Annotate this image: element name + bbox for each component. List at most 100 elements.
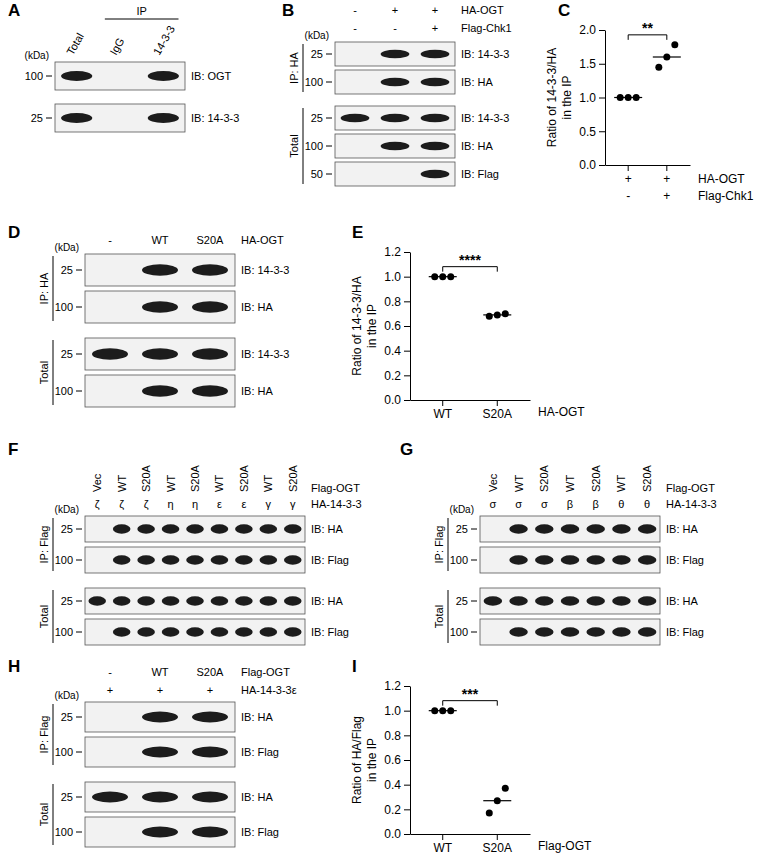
marker-tick — [76, 560, 82, 561]
ib-label: IB: HA — [241, 301, 273, 313]
marker-tick — [76, 717, 82, 718]
ib-label: IB: Flag — [461, 168, 499, 180]
blot-panel: FVecWTS20AWTS20AWTS20AWTS20AFlag-OGTζζζη… — [8, 440, 362, 645]
section-bracket — [448, 518, 449, 571]
tick-mark — [404, 301, 410, 302]
band — [186, 627, 204, 636]
band — [421, 170, 450, 179]
marker-tick — [76, 307, 82, 308]
blot-frame — [480, 588, 660, 614]
lane-label: S20A — [197, 234, 225, 246]
panel-label: A — [8, 1, 20, 20]
marker-label: 100 — [55, 554, 73, 566]
tick-label: 1.0 — [384, 704, 401, 718]
marker-tick — [471, 601, 477, 602]
section-bracket — [303, 44, 304, 92]
lane-label: θ — [644, 498, 650, 510]
band — [92, 348, 128, 360]
y-tick: 0.8 — [384, 729, 410, 743]
lane-label: + — [392, 4, 398, 16]
tick-label: 0.6 — [384, 319, 401, 333]
blot-frame — [85, 737, 235, 767]
tick-label: 1.5 — [579, 57, 596, 71]
axis-title: in the IP — [365, 304, 379, 348]
lane-label: - — [353, 4, 357, 16]
band — [535, 596, 554, 605]
blot-frame — [85, 375, 235, 407]
lane-label: - — [108, 234, 112, 246]
ib-label: IB: HA — [311, 523, 343, 535]
lane-label: + — [432, 22, 438, 34]
band — [561, 627, 580, 636]
blot-frame — [335, 70, 455, 94]
band — [186, 524, 204, 533]
y-tick: 0.6 — [384, 319, 410, 333]
plot-marks — [429, 273, 512, 319]
band — [421, 78, 450, 87]
lane-label: S20A — [140, 464, 152, 492]
tick-mark — [404, 809, 410, 810]
band — [638, 627, 657, 636]
blot-panel: GVecWTS20AWTS20AWTS20AFlag-OGTσσσββθθHA-… — [400, 440, 717, 645]
ib-label: IB: Flag — [241, 746, 279, 758]
ib-label: IB: 14-3-3 — [461, 48, 509, 60]
marker-label: 100 — [450, 626, 468, 638]
ib-label: IB: HA — [241, 791, 273, 803]
tick-label: S20A — [483, 841, 512, 855]
band — [235, 524, 253, 533]
band — [137, 627, 155, 636]
y-tick: 2.0 — [579, 23, 605, 37]
band — [284, 524, 302, 533]
row-name: Flag-OGT — [666, 482, 715, 494]
y-tick: 0.5 — [579, 125, 605, 139]
mean-line — [483, 800, 511, 801]
lane-label: WT — [513, 475, 525, 492]
tick-mark — [404, 400, 410, 401]
axis-title: Ratio of 14-3-3/HA — [350, 276, 364, 375]
marker-tick — [76, 797, 82, 798]
lane-label: WT — [262, 475, 274, 492]
tick-mark — [599, 64, 605, 65]
marker-label: 25 — [311, 48, 323, 60]
blot: 25IB: HA — [61, 588, 344, 614]
y-tick: 1.0 — [384, 704, 410, 718]
lane-label: S20A — [538, 464, 550, 492]
blot: 25IB: HA — [456, 588, 699, 614]
axis-title: Ratio of 14-3-3/HA — [545, 48, 559, 147]
band — [148, 113, 179, 123]
band — [586, 596, 605, 605]
band — [509, 596, 528, 605]
band — [561, 555, 580, 564]
kda-label: (kDa) — [305, 30, 329, 41]
axis-line — [605, 31, 606, 166]
marker-tick — [76, 832, 82, 833]
marker-label: 100 — [305, 76, 323, 88]
dot — [502, 310, 509, 317]
blot-frame — [85, 588, 305, 614]
marker-tick — [46, 118, 52, 119]
band — [509, 555, 528, 564]
band — [535, 524, 554, 533]
blot-panel: ATotalIgG14-3-3IP(kDa)100IB: OGT25IB: 14… — [8, 1, 239, 132]
axis-line — [411, 834, 531, 835]
ib-label: IB: HA — [666, 523, 698, 535]
ib-label: IB: 14-3-3 — [241, 348, 289, 360]
blot-frame — [85, 702, 235, 732]
lane-label: WT — [165, 475, 177, 492]
axis-title: Flag-OGT — [538, 839, 592, 853]
marker-label: 100 — [25, 70, 43, 82]
tick-label: 0.8 — [384, 295, 401, 309]
row-name: Flag-OGT — [311, 482, 360, 494]
band — [113, 596, 131, 605]
band — [561, 524, 580, 533]
mean-line — [653, 56, 681, 57]
lane-label: S20A — [189, 464, 201, 492]
section-label: Total — [38, 361, 50, 384]
tick-label: WT — [433, 841, 452, 855]
marker-label: 100 — [450, 554, 468, 566]
band — [142, 827, 178, 838]
tick-mark — [404, 252, 410, 253]
mean-line — [429, 276, 457, 277]
lane-label: S20A — [238, 464, 250, 492]
band — [186, 555, 204, 564]
